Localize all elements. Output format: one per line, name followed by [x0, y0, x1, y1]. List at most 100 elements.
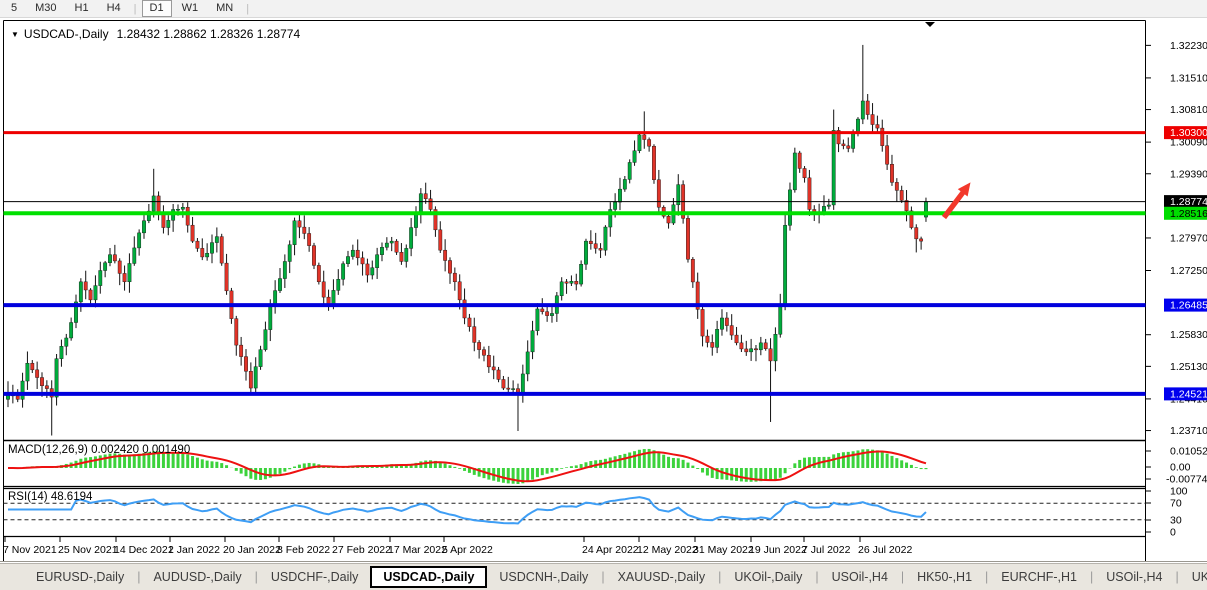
bear-candle: [656, 179, 661, 208]
bear-candle: [448, 260, 452, 274]
bull-candle: [282, 261, 287, 279]
timeframe-button-d1[interactable]: D1: [141, 0, 172, 17]
bull-candle: [341, 263, 346, 280]
bear-candle: [802, 168, 807, 179]
price-tick-label: 1.30810: [1170, 104, 1207, 116]
bull-candle: [287, 244, 292, 262]
date-label: 19 Jun 2022: [749, 544, 807, 556]
bull-candle: [603, 226, 608, 251]
bear-candle: [433, 209, 438, 231]
price-chart[interactable]: 1.32230 1.31510 1.30810 1.30090 1.29390 1.279…: [0, 0, 1207, 563]
bear-candle: [875, 124, 880, 129]
tab-ukoil-daily[interactable]: UKOil-,Daily: [734, 570, 803, 584]
timeframe-button-m30[interactable]: M30: [35, 2, 57, 14]
bull-candle: [632, 150, 637, 163]
bear-candle: [30, 362, 35, 371]
tab-eurusd-daily[interactable]: EURUSD-,Daily: [36, 570, 125, 584]
tab-ukoil-h4[interactable]: UKOil-,H4: [1191, 570, 1207, 584]
bear-candle: [316, 265, 321, 283]
price-badge: [1164, 195, 1207, 209]
bull-candle: [535, 308, 540, 331]
bullish-arrow[interactable]: [941, 182, 971, 220]
macd-panel[interactable]: MACD(12,26,9) 0.002420 0.001490 0.01052 0.…: [7, 444, 1207, 486]
date-label: 25 Nov 2021: [58, 544, 118, 556]
bear-candle: [438, 229, 443, 251]
price-tick-label: 1.32230: [1170, 40, 1207, 52]
bull-candle: [584, 240, 588, 265]
price-badge-label: 1.28516: [1170, 208, 1207, 220]
bear-candle: [588, 240, 593, 244]
tab-usoil-h4[interactable]: USOil-,H4: [831, 570, 888, 584]
tab-hk50-h1[interactable]: HK50-,H1: [917, 570, 973, 584]
date-label: 2 Jan 2022: [168, 544, 220, 556]
bear-candle: [312, 245, 316, 266]
bull-candle: [69, 322, 74, 339]
bull-candle: [292, 220, 297, 245]
bull-candle: [166, 220, 171, 228]
bear-candle: [754, 348, 758, 351]
bull-candle: [622, 179, 627, 190]
panel-borders: [0, 20, 1207, 562]
chart-shift-marker[interactable]: [925, 22, 935, 27]
chevron-down-icon[interactable]: ▼: [11, 30, 19, 39]
tab-separator: |: [137, 570, 141, 584]
tab-audusd-daily[interactable]: AUDUSD-,Daily: [153, 570, 242, 584]
bull-candle: [608, 209, 613, 228]
bull-candle: [778, 304, 783, 335]
timeframe-button-mn[interactable]: MN: [216, 2, 234, 14]
bull-candle: [822, 206, 826, 212]
candlestick-series[interactable]: [6, 44, 928, 436]
tab-usdcad-daily[interactable]: USDCAD-,Daily: [370, 566, 488, 588]
bull-candle: [380, 247, 384, 255]
bear-candle: [545, 311, 550, 316]
bear-candle: [302, 226, 307, 234]
tab-xauusd-daily[interactable]: XAUUSD-,Daily: [617, 570, 706, 584]
date-label: 17 Mar 2022: [388, 544, 447, 556]
price-badge: [1164, 126, 1207, 140]
level-lines: [3, 131, 1146, 396]
tab-separator: |: [900, 570, 905, 584]
bear-candle: [482, 349, 486, 356]
bear-candle: [739, 342, 744, 350]
bull-candle: [613, 201, 618, 210]
bear-candle: [904, 200, 909, 212]
bear-candle: [355, 249, 360, 259]
bull-candle: [98, 270, 103, 286]
bear-candle: [297, 220, 302, 228]
timeframe-button-w1[interactable]: W1: [181, 2, 199, 14]
bull-candle: [409, 227, 414, 249]
bear-candle: [399, 252, 404, 262]
tab-usdcnh-daily[interactable]: USDCNH-,Daily: [499, 570, 589, 584]
bull-candle: [59, 346, 64, 359]
timeframe-button-5[interactable]: 5: [11, 2, 18, 14]
price-badge-label: 1.30300: [1170, 127, 1207, 139]
macd-axis-label: 0.00: [1170, 462, 1191, 474]
bull-candle: [579, 264, 584, 285]
bull-candle: [278, 278, 282, 291]
bull-candle: [826, 204, 831, 207]
bear-candle: [321, 281, 326, 298]
tab-eurchf-h1[interactable]: EURCHF-,H1: [1001, 570, 1077, 584]
timeframe-button-h1[interactable]: H1: [74, 2, 89, 14]
bear-candle: [710, 342, 715, 348]
bull-candle: [54, 358, 59, 398]
tab-usoil-h4[interactable]: USOil-,H4: [1106, 570, 1163, 584]
bear-candle: [486, 355, 491, 368]
price-tick-label: 1.23710: [1170, 425, 1207, 437]
bear-candle: [122, 273, 127, 283]
macd-label: MACD(12,26,9) 0.002420 0.001490: [8, 444, 190, 456]
bull-candle: [375, 254, 380, 268]
bull-candle: [758, 342, 763, 351]
date-label: 14 Dec 2021: [114, 544, 174, 556]
price-tick-label: 1.25830: [1170, 329, 1207, 341]
bear-candle: [652, 145, 656, 180]
bull-candle: [569, 281, 574, 284]
bull-candle: [792, 152, 797, 191]
date-label: 24 Apr 2022: [582, 544, 639, 556]
bear-candle: [880, 127, 885, 146]
tab-usdchf-daily[interactable]: USDCHF-,Daily: [270, 570, 359, 584]
bull-candle: [176, 208, 180, 211]
timeframe-button-h4[interactable]: H4: [106, 2, 121, 14]
